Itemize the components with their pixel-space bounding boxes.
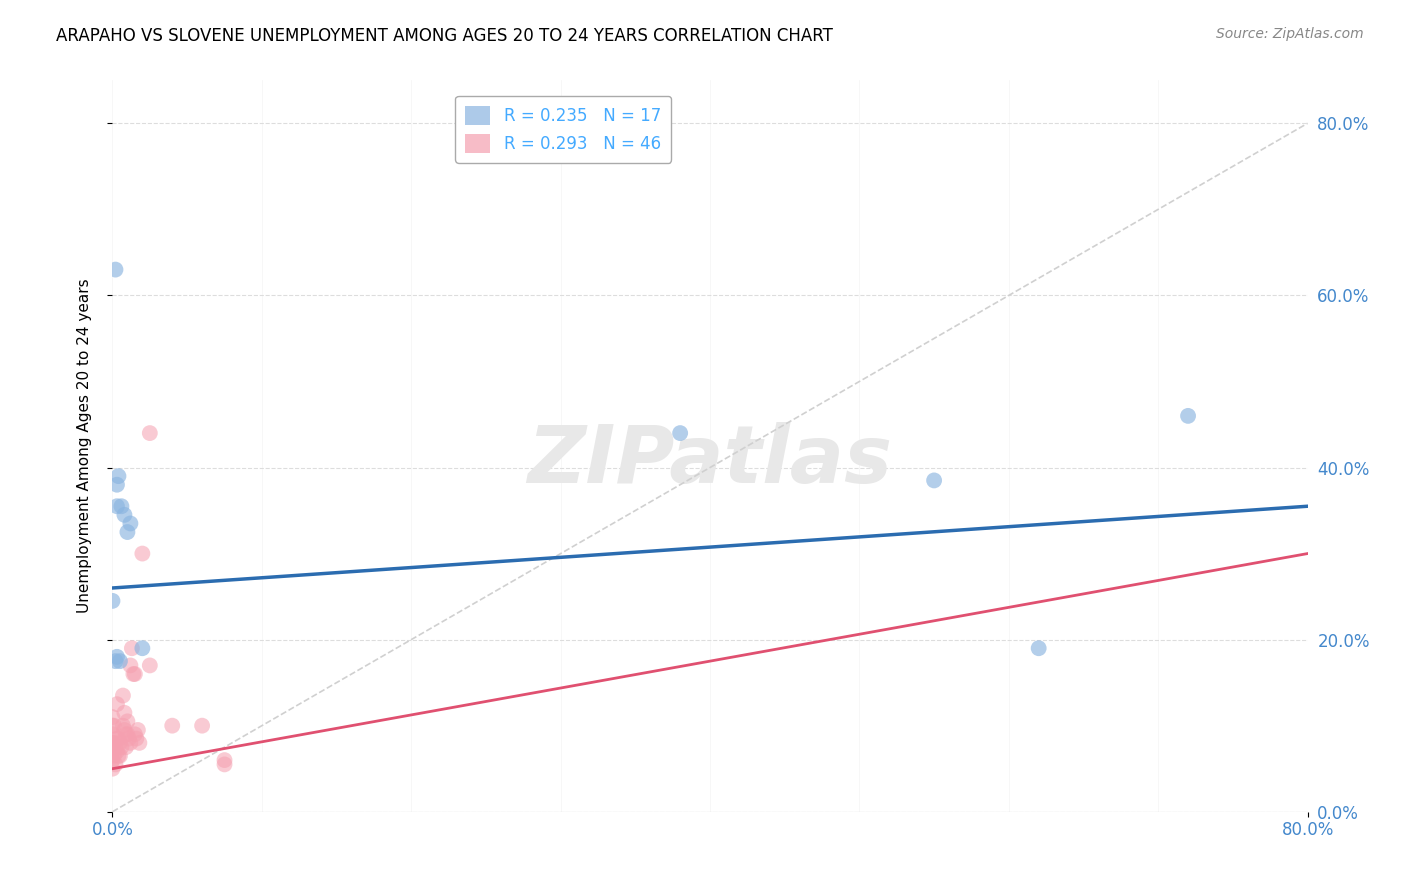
Point bbox=[117, 727, 139, 741]
Point bbox=[104, 262, 127, 277]
Point bbox=[101, 762, 124, 776]
Point bbox=[191, 719, 214, 733]
Point bbox=[105, 477, 128, 491]
Point bbox=[139, 426, 162, 441]
Point bbox=[669, 426, 692, 441]
Text: ZIPatlas: ZIPatlas bbox=[527, 422, 893, 500]
Point bbox=[103, 719, 125, 733]
Point bbox=[131, 641, 153, 656]
Point bbox=[101, 710, 124, 724]
Point bbox=[162, 719, 183, 733]
Point bbox=[111, 689, 134, 703]
Point bbox=[103, 736, 125, 750]
Point bbox=[111, 719, 134, 733]
Point bbox=[101, 753, 124, 767]
Point bbox=[1177, 409, 1199, 423]
Point bbox=[114, 723, 135, 737]
Point bbox=[114, 706, 135, 720]
Point bbox=[101, 727, 124, 741]
Point bbox=[104, 757, 127, 772]
Point bbox=[1028, 641, 1050, 656]
Point bbox=[122, 667, 145, 681]
Point bbox=[105, 500, 128, 514]
Point bbox=[120, 736, 142, 750]
Point bbox=[104, 740, 127, 755]
Point bbox=[214, 757, 236, 772]
Point bbox=[105, 649, 128, 664]
Point bbox=[117, 714, 139, 729]
Point bbox=[108, 748, 131, 763]
Legend: R = 0.235   N = 17, R = 0.293   N = 46: R = 0.235 N = 17, R = 0.293 N = 46 bbox=[456, 96, 671, 162]
Point bbox=[127, 723, 149, 737]
Point bbox=[115, 727, 138, 741]
Point bbox=[101, 736, 124, 750]
Text: ARAPAHO VS SLOVENE UNEMPLOYMENT AMONG AGES 20 TO 24 YEARS CORRELATION CHART: ARAPAHO VS SLOVENE UNEMPLOYMENT AMONG AG… bbox=[56, 27, 834, 45]
Point bbox=[118, 731, 141, 746]
Point bbox=[114, 508, 135, 522]
Point bbox=[105, 744, 128, 758]
Point bbox=[108, 654, 131, 668]
Point bbox=[124, 727, 146, 741]
Point bbox=[110, 740, 132, 755]
Point bbox=[110, 500, 132, 514]
Point bbox=[121, 641, 143, 656]
Point bbox=[104, 654, 127, 668]
Point bbox=[101, 744, 124, 758]
Point bbox=[115, 740, 138, 755]
Point bbox=[101, 740, 124, 755]
Point bbox=[120, 516, 142, 531]
Point bbox=[105, 697, 128, 711]
Point bbox=[108, 736, 131, 750]
Point bbox=[107, 469, 129, 483]
Point bbox=[214, 753, 236, 767]
Point bbox=[120, 658, 142, 673]
Point bbox=[101, 719, 124, 733]
Text: Source: ZipAtlas.com: Source: ZipAtlas.com bbox=[1216, 27, 1364, 41]
Y-axis label: Unemployment Among Ages 20 to 24 years: Unemployment Among Ages 20 to 24 years bbox=[77, 278, 91, 614]
Point bbox=[125, 731, 148, 746]
Point bbox=[107, 748, 129, 763]
Point bbox=[922, 474, 945, 488]
Point bbox=[131, 547, 153, 561]
Point bbox=[107, 731, 129, 746]
Point bbox=[139, 658, 162, 673]
Point bbox=[117, 524, 139, 539]
Point bbox=[124, 667, 146, 681]
Point bbox=[101, 594, 124, 608]
Point bbox=[128, 736, 150, 750]
Point bbox=[105, 731, 128, 746]
Point bbox=[103, 748, 125, 763]
